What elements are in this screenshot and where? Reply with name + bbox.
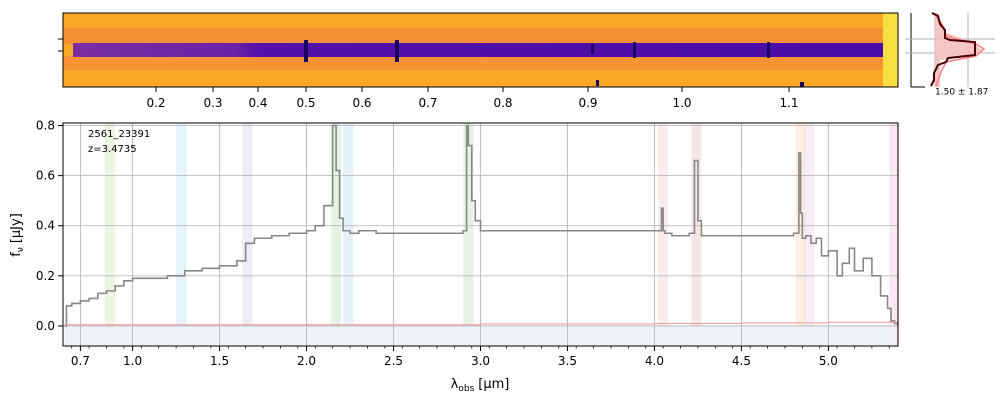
spectrum-2d-edge [883, 13, 898, 87]
spectrum-2d-x-axis: 0.2 0.3 0.4 0.5 0.6 0.7 0.8 0.9 1.0 1.1 [146, 87, 799, 110]
top-axis-tick-label: 0.9 [578, 96, 597, 110]
line-band [463, 123, 474, 346]
baseline-fill [64, 325, 895, 346]
y-tick-label: 0.2 [36, 269, 55, 283]
y-axis-label-subscript: ν [16, 247, 26, 252]
top-axis-tick-label: 1.1 [779, 96, 798, 110]
x-tick-label: 1.0 [123, 354, 142, 368]
object-id-label: 2561_23391 [88, 129, 150, 140]
top-axis-tick-label: 1.0 [672, 96, 691, 110]
top-axis-tick-label: 0.6 [352, 96, 371, 110]
x-tick-label: 0.7 [71, 354, 90, 368]
x-tick-label: 2.5 [384, 354, 403, 368]
top-axis-tick-label: 0.5 [296, 96, 315, 110]
x-tick-label: 1.5 [210, 354, 229, 368]
line-band [343, 123, 354, 346]
line-band [331, 123, 342, 346]
top-axis-tick-label: 0.7 [418, 96, 437, 110]
x-tick-label: 3.5 [558, 354, 577, 368]
spectrum-flux-line [64, 124, 898, 327]
spectrum-2d-frame [62, 12, 899, 88]
spectrum-2d-trace [73, 43, 883, 57]
x-tick-label: 5.0 [819, 354, 838, 368]
line-bands [64, 123, 900, 346]
y-axis: 0.0 0.2 0.4 0.6 0.8 [36, 119, 63, 333]
spatial-profile-panel: 1.50 ± 1.87 [905, 12, 995, 98]
x-tick-label: 4.0 [645, 354, 664, 368]
top-axis-tick-label: 0.8 [493, 96, 512, 110]
spectrum-2d-lower-band [63, 56, 883, 70]
profile-data-line [930, 12, 976, 87]
line-band [795, 123, 806, 346]
series-layer [64, 124, 898, 327]
profile-annotation: 1.50 ± 1.87 [935, 88, 988, 98]
top-axis-tick-label: 0.3 [203, 96, 222, 110]
y-tick-label: 0.6 [36, 169, 55, 183]
spectrum-2d-upper-band [63, 28, 883, 44]
line-band [242, 123, 253, 346]
line-band [658, 123, 669, 346]
spectrum-1d-panel: 0.7 1.0 1.5 2.0 2.5 3.0 3.5 4.0 4.5 5.0 0.0 0.2 0.4… [9, 119, 900, 394]
top-axis-tick-label: 0.4 [248, 96, 267, 110]
line-band [104, 123, 115, 346]
y-axis-label-symbol: f [9, 252, 24, 257]
line-band [176, 123, 187, 346]
spectrum-2d-left-ticks [58, 38, 63, 52]
grid [63, 123, 898, 346]
x-tick-label: 4.5 [732, 354, 751, 368]
y-tick-label: 0.0 [36, 319, 55, 333]
y-tick-label: 0.4 [36, 219, 55, 233]
redshift-label: z=3.4735 [88, 144, 137, 155]
x-tick-label: 3.0 [471, 354, 490, 368]
x-tick-label: 2.0 [297, 354, 316, 368]
y-axis-label: fν [μJy] [9, 213, 26, 257]
line-band [691, 123, 702, 346]
y-axis-label-unit: [μJy] [9, 213, 24, 243]
y-tick-label: 0.8 [36, 119, 55, 133]
x-axis-label-subscript: obs [458, 384, 474, 394]
x-axis-label-symbol: λ [451, 377, 459, 392]
profile-fill [935, 13, 982, 87]
top-axis-tick-label: 0.2 [146, 96, 165, 110]
line-band [889, 123, 900, 346]
x-axis: 0.7 1.0 1.5 2.0 2.5 3.0 3.5 4.0 4.5 5.0 [71, 346, 890, 368]
x-axis-label-unit: [μm] [478, 377, 509, 392]
spectrum-2d-panel: 0.2 0.3 0.4 0.5 0.6 0.7 0.8 0.9 1.0 1.1 [58, 12, 899, 110]
spectrum-2d-emission-lines [304, 40, 804, 87]
line-band [804, 123, 815, 346]
x-axis-label: λobs [μm] [451, 377, 510, 394]
spectrum-error-line [64, 320, 898, 326]
